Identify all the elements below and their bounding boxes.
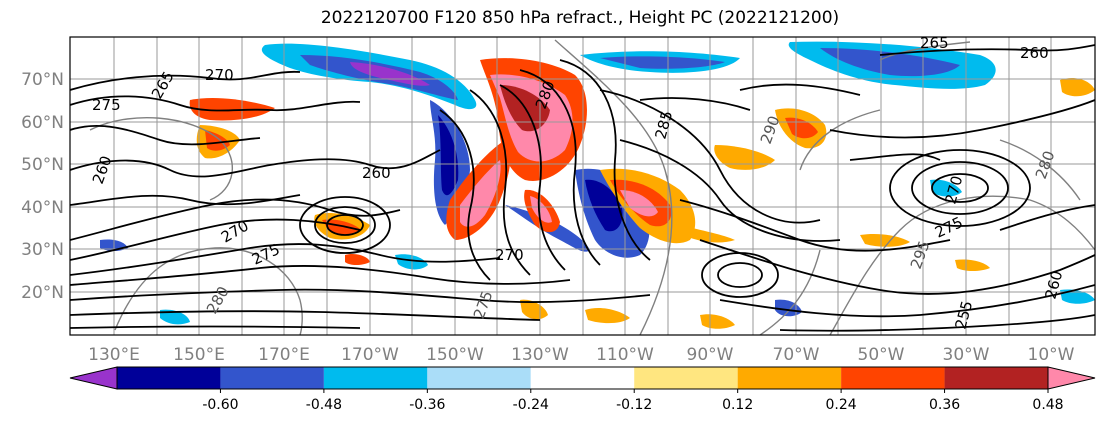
colorbar-extend-high xyxy=(1047,366,1096,390)
lon-label-10w: 10°W xyxy=(1028,345,1075,365)
colorbar-swatch xyxy=(427,367,531,389)
colorbar-tick-label: -0.12 xyxy=(616,397,652,413)
lat-label-20: 20°N xyxy=(21,283,64,303)
colorbar-tick-label: -0.60 xyxy=(202,397,238,413)
lat-label-50: 50°N xyxy=(21,155,64,175)
lon-label-50w: 50°W xyxy=(858,345,905,365)
colorbar-tick-label: -0.24 xyxy=(513,397,549,413)
lon-label-150w: 150°W xyxy=(426,345,484,365)
lon-label-130e: 130°E xyxy=(88,345,140,365)
lon-label-30w: 30°W xyxy=(943,345,990,365)
grey-contours xyxy=(89,39,1095,335)
svg-text:275: 275 xyxy=(92,96,121,114)
lon-label-150e: 150°E xyxy=(173,345,225,365)
lon-label-90w: 90°W xyxy=(687,345,734,365)
colorbar-tick-label: 0.12 xyxy=(722,397,753,413)
map-title: 2022120700 F120 850 hPa refract., Height… xyxy=(320,8,840,28)
colorbar-swatch xyxy=(634,367,738,389)
colorbar-tick-label: -0.36 xyxy=(409,397,445,413)
svg-text:260: 260 xyxy=(362,164,391,182)
graticule xyxy=(70,37,1095,335)
lon-label-110w: 110°W xyxy=(596,345,654,365)
svg-text:270: 270 xyxy=(495,246,524,264)
lat-label-70: 70°N xyxy=(21,70,64,90)
colorbar-swatch xyxy=(323,367,428,389)
colorbar-extend-low xyxy=(69,366,118,390)
height-contours xyxy=(70,44,1095,332)
colorbar-tick-label: 0.24 xyxy=(826,397,857,413)
colorbar-swatch xyxy=(220,367,324,389)
lat-label-40: 40°N xyxy=(21,198,64,218)
colorbar-swatch xyxy=(737,367,842,389)
colorbar-tick-label: 0.48 xyxy=(1032,397,1063,413)
longitude-labels: 130°E 150°E 170°E 170°W 150°W 130°W 110°… xyxy=(88,345,1075,365)
colorbar-swatch xyxy=(530,367,635,389)
lon-label-170w: 170°W xyxy=(341,345,399,365)
colorbar-tick-label: 0.36 xyxy=(929,397,960,413)
svg-text:265: 265 xyxy=(920,34,949,52)
lat-label-30: 30°N xyxy=(21,240,64,260)
latitude-labels: 70°N 60°N 50°N 40°N 30°N 20°N xyxy=(21,70,64,303)
colorbar-tick-label: -0.48 xyxy=(306,397,342,413)
lon-label-70w: 70°W xyxy=(773,345,820,365)
colorbar-swatch xyxy=(944,367,1048,389)
lon-label-130w: 130°W xyxy=(511,345,569,365)
colorbar-frame xyxy=(116,366,1049,390)
svg-text:270: 270 xyxy=(205,66,234,84)
map-frame xyxy=(69,36,1096,336)
svg-text:260: 260 xyxy=(1020,44,1049,62)
colorbar: -0.60 -0.48 -0.36 -0.24 -0.12 0.12 0.24 0.36 0.4… xyxy=(69,366,1096,413)
lon-label-170e: 170°E xyxy=(258,345,310,365)
colorbar-swatch xyxy=(841,367,945,389)
lat-label-60: 60°N xyxy=(21,113,64,133)
colorbar-swatch xyxy=(117,367,221,389)
